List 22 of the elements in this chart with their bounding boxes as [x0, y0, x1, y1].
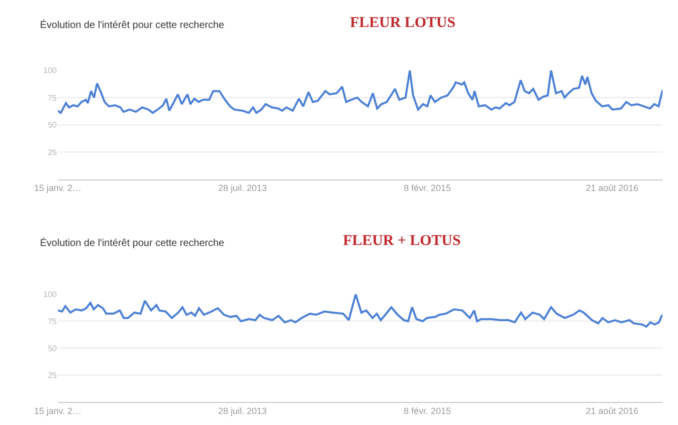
x-tick-label: 8 févr. 2015	[404, 406, 451, 416]
y-tick-label: 25	[48, 371, 58, 380]
x-tick-label: 15 janv. 2…	[34, 406, 82, 416]
y-tick-label: 50	[48, 344, 58, 354]
chart-title: FLEUR LOTUS	[350, 15, 456, 31]
line-series	[58, 70, 663, 114]
x-tick-label: 28 juil. 2013	[218, 406, 267, 416]
x-tick-label: 8 févr. 2015	[404, 183, 451, 194]
line-series	[58, 294, 663, 328]
chart-subtitle: Évolution de l'intérêt pour cette recherche	[40, 237, 225, 249]
y-tick-label: 50	[48, 120, 58, 130]
x-tick-label: 15 janv. 2…	[34, 183, 82, 194]
y-tick-label: 75	[48, 93, 58, 102]
chart-title: FLEUR + LOTUS	[343, 233, 461, 249]
y-tick-label: 25	[48, 148, 58, 157]
x-tick-label: 21 août 2016	[586, 406, 638, 416]
y-tick-label: 100	[43, 290, 58, 300]
chart-subtitle: Évolution de l'intérêt pour cette recherche	[40, 19, 225, 31]
x-tick-label: 28 juil. 2013	[218, 183, 267, 194]
y-tick-label: 100	[43, 66, 58, 76]
y-tick-label: 75	[48, 317, 58, 326]
x-tick-label: 21 août 2016	[586, 183, 638, 194]
